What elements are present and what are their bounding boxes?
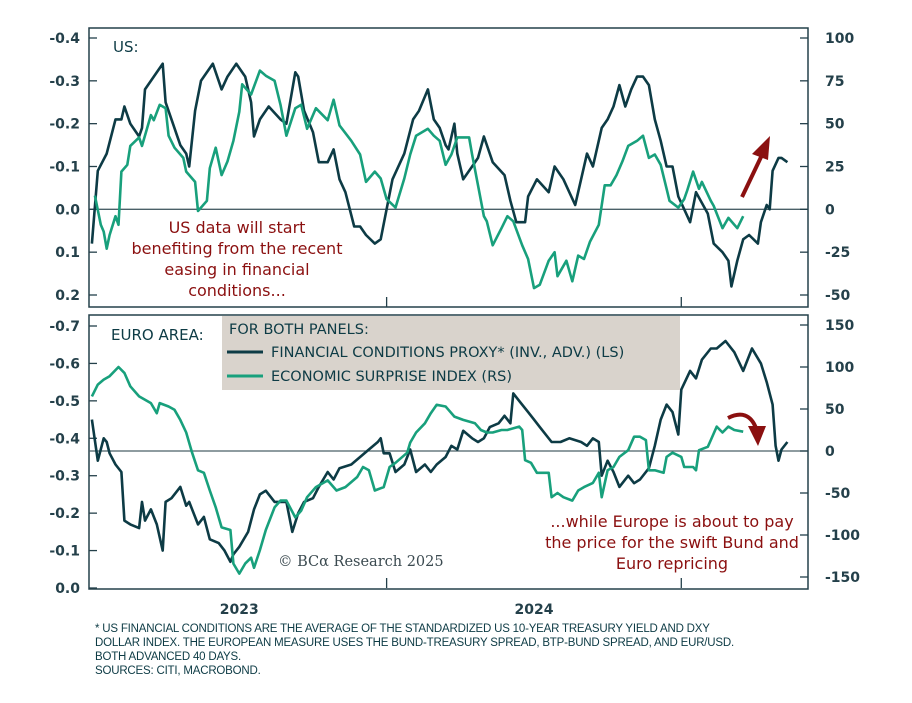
us-panel: US: -0.4 -0.3 -0.2 -0.1 0.0 0.1 0.2 100 75 50 25 0 -… <box>49 27 854 308</box>
left-axis-tick-label: 0.0 <box>55 202 80 218</box>
left-axis-tick-label: -0.1 <box>49 160 80 176</box>
footnote-line: BOTH ADVANCED 40 DAYS. <box>95 651 241 663</box>
fci-line <box>90 62 789 288</box>
left-axis-tick-label: -0.4 <box>49 31 80 47</box>
esi-line <box>90 365 744 575</box>
fci-line <box>90 339 789 564</box>
up-arrow-icon <box>740 136 770 198</box>
right-axis-tick-label: -50 <box>825 288 851 304</box>
legend-esi-label: ECONOMIC SURPRISE INDEX (RS) <box>271 369 512 385</box>
annotation-line: US data will start <box>169 218 306 237</box>
left-axis-tick-label: -0.4 <box>49 431 80 447</box>
right-axis-tick-label: 0 <box>825 444 835 460</box>
right-axis-tick-label: 25 <box>825 160 844 176</box>
us-annotation: US data will start benefiting from the re… <box>132 218 343 300</box>
annotation-line: conditions... <box>188 281 286 300</box>
annotation-line: Euro repricing <box>616 554 728 573</box>
legend-box <box>222 316 680 390</box>
footnote-source: SOURCES: CITI, MACROBOND. <box>95 665 261 677</box>
left-axis-tick-label: 0.0 <box>55 581 80 597</box>
annotation-line: ...while Europe is about to pay <box>550 512 793 531</box>
euro-panel-label: EURO AREA: <box>111 326 204 344</box>
us-panel-label: US: <box>113 38 139 56</box>
annotation-line: benefiting from the recent <box>132 239 343 258</box>
right-axis-tick-label: -100 <box>825 528 860 544</box>
left-axis-tick-label: -0.3 <box>49 74 80 90</box>
euro-panel: EURO AREA: -0.7 -0.6 -0.5 -0.4 -0.3 -0.2 -0.1 0… <box>49 314 860 597</box>
footnote: * US FINANCIAL CONDITIONS ARE THE AVERAG… <box>95 622 734 678</box>
legend-title: FOR BOTH PANELS: <box>229 322 369 338</box>
right-axis-tick-label: 0 <box>825 202 835 218</box>
left-axis-tick-label: -0.2 <box>49 117 80 133</box>
right-axis-tick-label: -50 <box>825 486 851 502</box>
left-axis-tick-label: -0.1 <box>49 544 80 560</box>
legend-fci-label: FINANCIAL CONDITIONS PROXY* (INV., ADV.)… <box>271 345 624 361</box>
left-axis-tick-label: -0.2 <box>49 506 80 522</box>
x-axis-tick-label: 2024 <box>514 602 553 618</box>
right-axis-tick-label: -25 <box>825 245 850 261</box>
left-axis-tick-label: -0.5 <box>49 394 80 410</box>
left-axis-tick-label: -0.7 <box>49 319 80 335</box>
left-axis-tick-label: 0.1 <box>55 245 80 261</box>
right-axis-tick-label: 50 <box>825 402 845 418</box>
curved-down-arrow-icon <box>727 412 766 446</box>
x-axis-tick-label: 2023 <box>220 602 259 618</box>
right-axis-tick-label: 75 <box>825 74 844 90</box>
left-axis-tick-label: -0.6 <box>49 356 80 372</box>
right-axis-tick-label: 100 <box>825 31 854 47</box>
left-axis-tick-label: 0.2 <box>55 288 80 304</box>
right-axis-tick-label: 50 <box>825 117 845 133</box>
annotation-line: easing in financial <box>164 260 309 279</box>
annotation-line: the price for the swift Bund and <box>545 533 799 552</box>
left-axis-tick-label: -0.3 <box>49 469 80 485</box>
footnote-line: * US FINANCIAL CONDITIONS ARE THE AVERAG… <box>95 623 710 635</box>
right-axis-tick-label: 150 <box>825 318 854 334</box>
esi-line <box>93 69 745 290</box>
copyright-watermark: © BCα Research 2025 <box>278 554 444 570</box>
right-axis-tick-label: 100 <box>825 360 854 376</box>
euro-annotation: ...while Europe is about to pay the price… <box>545 512 799 573</box>
us-panel-frame <box>88 27 809 308</box>
right-axis-tick-label: -150 <box>825 570 860 586</box>
euro-panel-frame <box>88 314 809 590</box>
footnote-line: DOLLAR INDEX. THE EUROPEAN MEASURE USES … <box>95 637 734 649</box>
